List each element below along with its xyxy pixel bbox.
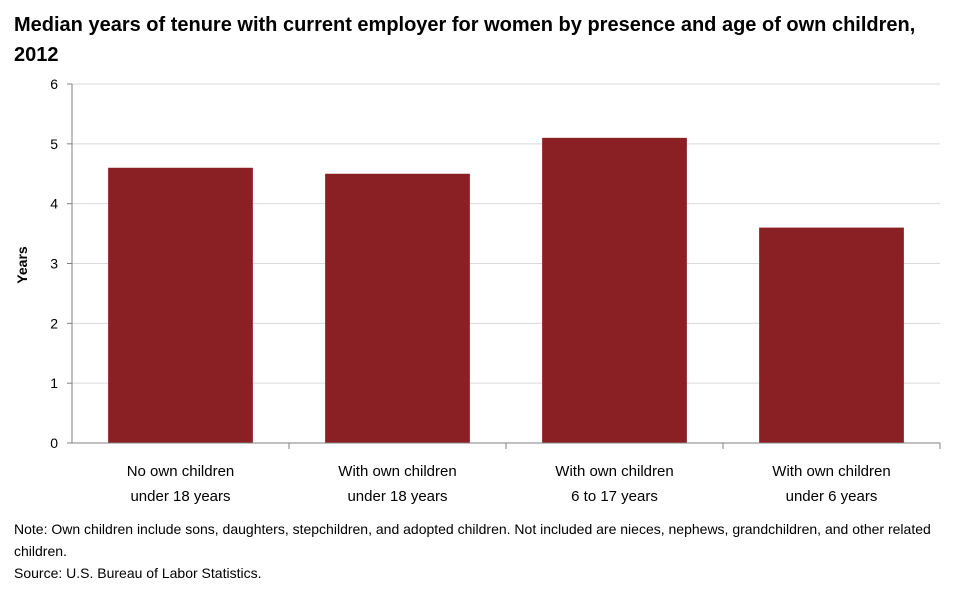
x-category-label: With own children <box>338 463 456 480</box>
y-tick-label: 4 <box>50 196 58 212</box>
x-category-label: With own children <box>772 463 890 480</box>
source-text: Source: U.S. Bureau of Labor Statistics. <box>14 565 262 581</box>
chart-title: Median years of tenure with current empl… <box>14 14 916 66</box>
bar <box>759 227 904 443</box>
x-category-label: under 6 years <box>786 488 878 505</box>
bar <box>542 137 687 443</box>
y-tick-label: 5 <box>50 136 58 152</box>
note-text: Note: Own children include sons, daughte… <box>14 521 931 559</box>
bar-chart: 0 1 2 3 4 5 6 No own children under 18 years Wit… <box>14 76 941 505</box>
y-tick-labels: 0 1 2 3 4 5 6 <box>50 76 58 451</box>
footnotes: Note: Own children include sons, daughte… <box>14 518 944 584</box>
y-tick-label: 0 <box>50 435 58 451</box>
y-axis-label: Years <box>14 246 30 284</box>
axes <box>67 83 941 449</box>
y-tick-label: 3 <box>50 256 58 272</box>
y-tick-label: 1 <box>50 375 58 391</box>
x-category-label: 6 to 17 years <box>571 488 658 505</box>
bar <box>325 173 470 443</box>
x-category-label: under 18 years <box>130 488 230 505</box>
x-category-label: under 18 years <box>347 488 447 505</box>
bars <box>108 137 904 443</box>
bar <box>108 167 253 443</box>
x-category-labels: No own children under 18 years With own ch… <box>127 463 891 505</box>
x-category-label: With own children <box>555 463 673 480</box>
y-tick-label: 2 <box>50 315 58 331</box>
x-category-label: No own children <box>127 463 235 480</box>
y-tick-label: 6 <box>50 76 58 92</box>
